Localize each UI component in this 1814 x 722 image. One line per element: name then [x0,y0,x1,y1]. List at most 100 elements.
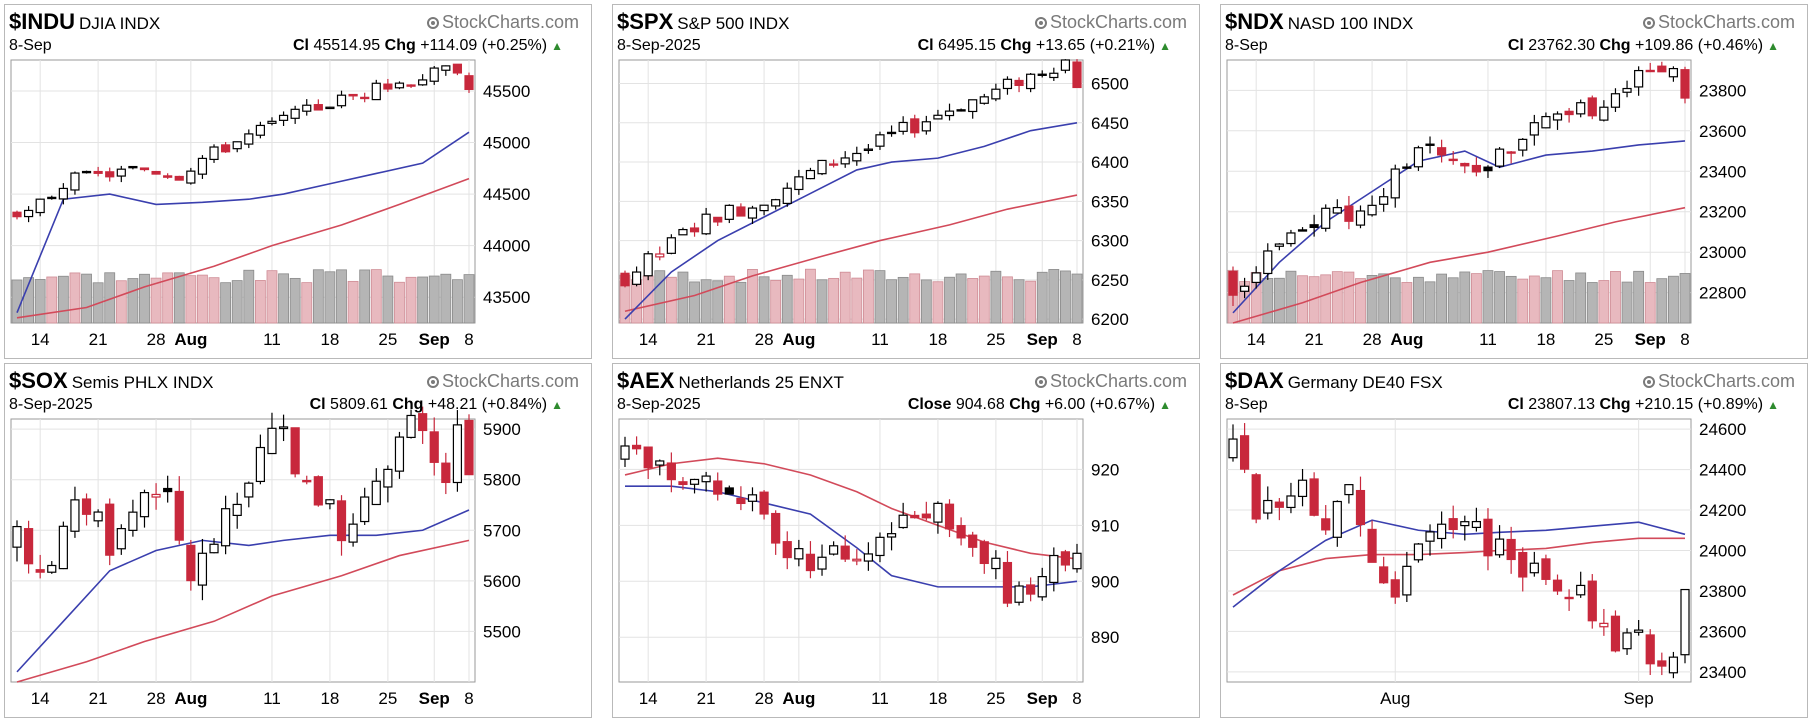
volume-bar [289,277,301,324]
candle-body [1529,122,1539,136]
candle-body [956,109,966,112]
change-label: Chg [392,396,424,413]
brand-text: StockCharts.com [441,371,579,391]
volume-bar [781,274,793,324]
exchange-label: INDX [172,373,214,392]
candle-body [747,207,758,219]
candle-body [1251,474,1261,520]
candle [464,72,474,93]
change-label: Chg [1599,396,1631,413]
volume-bar [1459,271,1471,324]
candle-body [70,172,80,191]
candle-body [441,65,451,71]
candle-body [1494,538,1505,556]
candle-body [1483,518,1493,557]
candles [1228,423,1690,679]
symbol: $NDX [1225,9,1284,34]
volume-bar [428,275,440,324]
exchange-label: FSX [1409,373,1443,392]
brand-logo: StockCharts.com [1642,371,1795,392]
candle-body [1402,565,1412,596]
chart-panel[interactable]: 22800 23000 23200 23400 23600 23800 14 21 28 Aug 1… [1220,4,1808,359]
candle [944,499,955,538]
symbol: $DAX [1225,368,1284,393]
price-chart: 43500 44000 44500 45000 45500 14 21 28 Aug 11 18 25… [10,59,530,349]
exchange-label: INDX [1372,14,1414,33]
candle-body [1049,554,1059,584]
chart-panel[interactable]: 43500 44000 44500 45000 45500 14 21 28 Aug 11 18 25… [4,4,592,359]
volume-bar [816,279,828,324]
candle-body [93,170,103,174]
candle [1610,610,1621,653]
price-chart: 22800 23000 23200 23400 23600 23800 14 21 28 Aug 1… [1226,59,1746,349]
candle-body [805,553,816,572]
volume-bar [654,270,666,324]
candle-body [151,493,161,498]
x-tick-label: Aug [782,689,815,708]
x-tick-label: 25 [1594,330,1613,349]
index-name: NASD 100 INDX [1288,14,1414,33]
quote-line: 8-Sep Cl 23762.30 Chg +109.86 (+0.46%) ▲ [1225,37,1785,55]
candle-body [1587,580,1597,622]
candle-body [197,157,208,175]
candle [1471,157,1481,177]
chart-panel[interactable]: 890 900 910 920 14 21 28 Aug 11 18 25 Sep 8 $AEX Nethe… [612,363,1200,718]
x-tick-label: 28 [147,330,166,349]
candle-body [1552,579,1563,592]
candle [1460,162,1470,174]
candle [1564,107,1574,123]
candle-body [1355,210,1366,226]
chart-panel[interactable]: 23400 23600 23800 24000 24200 24400 24600 Aug Se… [1220,363,1808,718]
candle-body [724,487,734,495]
x-tick-label: 14 [639,689,658,708]
candle-body [875,134,885,147]
candle-body [255,446,265,483]
candle [1332,500,1342,547]
candle [1274,243,1284,251]
candle-body [1332,500,1342,538]
candle [1263,486,1273,520]
ma-long-line [16,177,470,319]
candle [1379,556,1389,584]
candle-body [348,523,358,543]
candle-body [128,511,138,531]
candle [464,414,474,476]
candle [817,159,827,176]
volume-bar [735,281,747,324]
candle-body [1506,538,1516,561]
logo-icon [1034,376,1047,388]
volume-bar [944,276,955,324]
chart-header: $DAX Germany DE40 FSX StockCharts.com [1225,368,1805,393]
candle [116,524,126,555]
candle-body [1263,499,1273,514]
candle [116,165,126,183]
ma-long-line [1232,206,1686,324]
candle [1037,567,1047,601]
x-tick-label: Aug [1390,330,1423,349]
volume-bar [874,270,886,324]
candle-body [1228,438,1238,459]
candle [1657,61,1667,73]
quote-values: Cl 23762.30 Chg +109.86 (+0.46%) ▲ [1508,37,1779,55]
x-tick-label: 21 [1305,330,1324,349]
candle-body [1460,521,1470,527]
candle [1622,80,1632,98]
index-name: Netherlands 25 ENXT [678,373,843,392]
volume-bar [1285,270,1297,324]
candle [1367,520,1377,563]
candle-body [852,558,862,562]
candle-body [1448,158,1458,162]
chart-panel[interactable]: 5500 5600 5700 5800 5900 14 21 28 Aug 11 18 25 Sep 8 $… [4,363,592,718]
volume-bar [1273,277,1285,324]
candle-body [944,110,955,117]
candle-body [1379,196,1389,205]
y-tick-label: 45500 [483,82,530,101]
candle [840,151,850,168]
instrument-name: Netherlands 25 [678,373,794,392]
candle [1367,195,1377,217]
candle-body [35,569,45,573]
chart-panel[interactable]: 6200 6250 6300 6350 6400 6450 6500 14 21 28 Aug 11 1… [612,4,1200,359]
candle-body [1402,166,1412,169]
volume-bar [69,272,81,324]
candle [47,561,57,574]
